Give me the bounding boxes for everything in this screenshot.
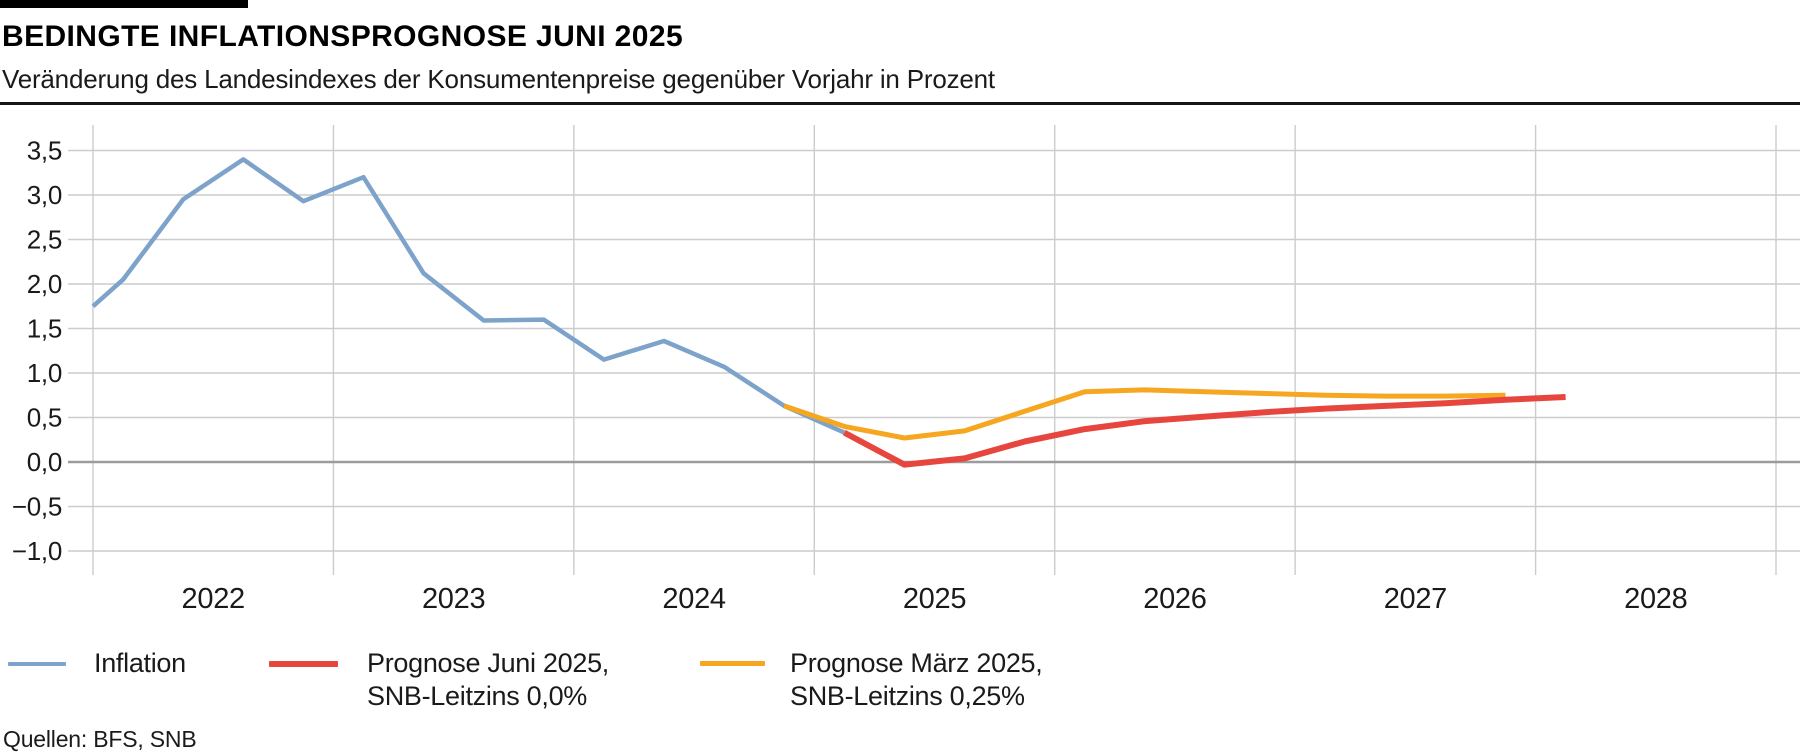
- y-tick-label: 3,5: [27, 136, 62, 166]
- chart-subtitle: Veränderung des Landesindexes der Konsum…: [2, 64, 995, 94]
- inflation-line-swatch: [8, 662, 66, 666]
- forecast-march-line-swatch: [700, 661, 765, 666]
- y-tick-label: −1,0: [12, 536, 62, 566]
- x-tick-label: 2025: [903, 583, 966, 615]
- x-tick-label: 2026: [1143, 583, 1206, 615]
- legend: Inflation Prognose Juni 2025, SNB-Leitzi…: [0, 645, 1800, 720]
- header-rule: [0, 102, 1800, 105]
- y-tick-label: −0,5: [12, 492, 62, 522]
- y-tick-label: 2,5: [27, 225, 62, 255]
- legend-label-line2: SNB-Leitzins 0,0%: [367, 681, 587, 711]
- legend-label-line2: SNB-Leitzins 0,25%: [790, 681, 1025, 711]
- y-tick-label: 2,0: [27, 269, 62, 299]
- legend-label-forecast-march: Prognose März 2025, SNB-Leitzins 0,25%: [790, 647, 1043, 713]
- brand-bar: [0, 0, 248, 8]
- forecast-march-line: [783, 387, 1506, 441]
- y-tick-label: 1,5: [27, 314, 62, 344]
- inflation-line: [91, 157, 846, 435]
- x-tick-label: 2028: [1624, 583, 1687, 615]
- legend-label-inflation: Inflation: [94, 647, 186, 680]
- inflation-chart: 3,5 3,0 2,5 2,0 1,5 1,0 0,5 0,0 −0,5 −1,0 2022 2023…: [12, 125, 1800, 615]
- x-tick-label: 2027: [1384, 583, 1447, 615]
- legend-label-line1: Prognose März 2025,: [790, 648, 1043, 678]
- x-tick-label: 2024: [662, 583, 725, 615]
- x-tick-label: 2022: [182, 583, 245, 615]
- forecast-june-line-swatch: [269, 661, 338, 667]
- y-tick-label: 0,5: [27, 403, 62, 433]
- source-note: Quellen: BFS, SNB: [3, 726, 197, 752]
- legend-label-line1: Prognose Juni 2025,: [367, 648, 609, 678]
- forecast-june-line: [842, 394, 1566, 468]
- y-tick-label: 1,0: [27, 358, 62, 388]
- y-tick-label: 3,0: [27, 180, 62, 210]
- legend-label-line1: Inflation: [94, 648, 186, 678]
- legend-label-forecast-june: Prognose Juni 2025, SNB-Leitzins 0,0%: [367, 647, 609, 713]
- y-tick-label: 0,0: [27, 447, 62, 477]
- chart-title: BEDINGTE INFLATIONSPROGNOSE JUNI 2025: [2, 20, 684, 53]
- x-tick-label: 2023: [422, 583, 485, 615]
